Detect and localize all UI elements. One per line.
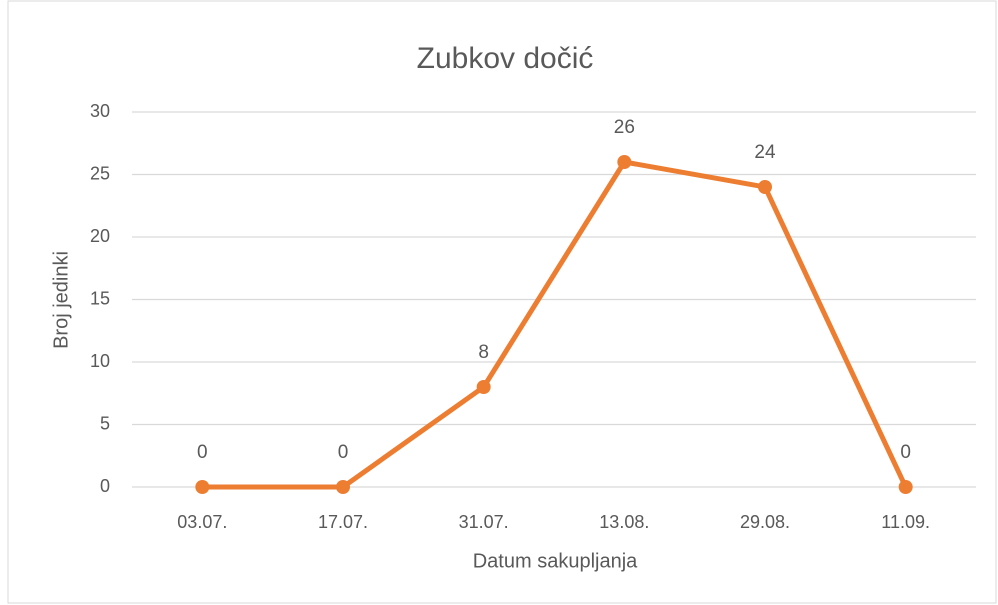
data-label: 8 — [478, 342, 489, 363]
y-tick-label: 15 — [90, 288, 110, 308]
chart-title: Zubkov dočić — [417, 42, 594, 75]
series-line — [202, 159, 908, 490]
data-label: 0 — [900, 442, 911, 463]
y-tick-label: 20 — [90, 226, 110, 246]
data-label: 0 — [197, 442, 208, 463]
y-tick-label: 0 — [100, 476, 110, 496]
x-tick-label: 17.07. — [318, 512, 368, 532]
point-marker — [617, 155, 632, 169]
y-tick-label: 5 — [100, 413, 110, 433]
x-tick-label: 13.08. — [599, 512, 649, 532]
point-marker — [476, 380, 491, 394]
data-label: 0 — [338, 442, 349, 463]
point-marker — [336, 480, 350, 494]
y-tick-label: 10 — [90, 351, 110, 371]
x-tick-label: 31.07. — [459, 512, 509, 532]
x-axis-title: Datum sakupljanja — [473, 550, 638, 572]
x-tick-label: 11.09. — [881, 512, 930, 532]
data-label: 24 — [754, 142, 776, 163]
point-marker — [898, 480, 913, 494]
data-label: 26 — [614, 117, 635, 138]
y-tick-label: 30 — [90, 101, 110, 121]
point-marker — [195, 480, 210, 494]
point-marker — [758, 180, 772, 194]
chart-frame — [7, 0, 997, 604]
x-tick-label: 03.07. — [177, 512, 227, 532]
y-axis-title: Broj jedinki — [50, 251, 72, 349]
x-tick-label: 29.08. — [740, 512, 790, 532]
y-tick-label: 25 — [90, 163, 110, 183]
